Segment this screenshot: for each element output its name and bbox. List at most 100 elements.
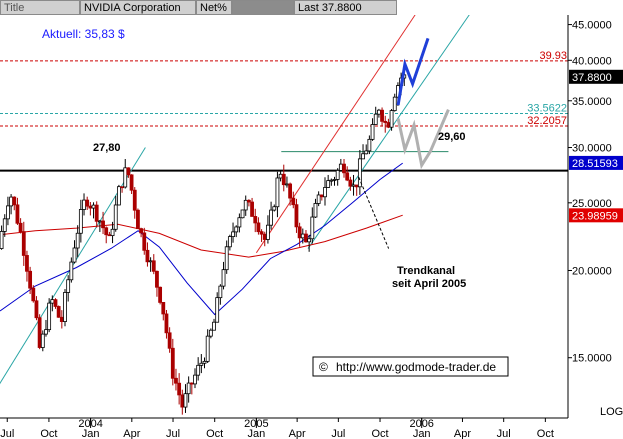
x-tick-label: Apr [289,428,306,439]
candle-body [37,317,42,348]
candle-body [215,297,220,323]
candle-body [56,306,61,318]
candle-body [307,238,312,243]
candle-body [304,233,308,243]
candle-body [126,167,131,176]
x-tick-label: Jul [0,428,14,439]
candle-body [164,313,169,334]
candle-body [174,377,178,384]
level-label: 33.5622 [527,102,567,114]
candle-body [218,285,223,299]
candle-body [167,332,172,349]
candle-body [326,180,331,188]
candle-body [345,172,350,181]
candle-body [15,204,20,224]
candle-body [47,302,52,331]
candle-body [44,329,48,335]
title-field[interactable]: Title [0,0,80,15]
candle-body [348,179,353,187]
moving-average-line [0,214,403,258]
candle-body [332,179,337,181]
candle-body [300,233,305,239]
level-label: 39.93 [539,50,567,62]
annotations: Aktuell: 35,83 $ 27,80 29,60 Trendkanalseit… [42,27,509,377]
candle-body [231,231,235,238]
value-box-label: 28.51593 [572,158,618,170]
candle-body [63,292,67,322]
candle-body [136,209,140,230]
candle-body [6,205,10,220]
candle-body [243,199,248,211]
trendline [0,147,146,385]
candlesticks [0,71,407,415]
candle-body [221,269,226,287]
candle-body [113,204,118,230]
candle-body [9,196,13,207]
candle-body [34,300,39,319]
candle-body [132,189,137,211]
candle-body [259,231,264,235]
candle-body [310,216,315,240]
candle-body [240,209,245,219]
moving-average-line [0,162,403,316]
candle-body [110,228,115,237]
y-tick-label: 40.0000 [572,55,612,67]
y-tick-label: 45.0000 [572,20,612,32]
candle-body [186,382,191,395]
candle-body [189,382,194,385]
y-tick-label: 35.0000 [572,96,612,108]
candle-body [196,364,201,376]
candle-body [101,220,105,229]
candle-body [199,362,204,366]
header-bar: Title NVIDIA Corporation Net% Last 37.88… [0,0,623,15]
candle-body [12,196,17,206]
trendkanal-label: Trendkanal [397,265,455,277]
net-percent-label: Net% [196,0,232,15]
candle-body [69,261,74,281]
candle-body [227,236,232,248]
x-tick-label: Apr [123,428,140,439]
candle-body [183,393,188,408]
value-box-label: 23.98959 [572,210,618,222]
y-tick-label: 15.0000 [572,353,612,365]
level-label: 32.2057 [527,115,567,127]
candle-body [253,216,258,224]
candle-body [335,170,340,180]
candle-body [75,232,80,249]
y-tick-label: 20.0000 [572,265,612,277]
candle-body [85,199,90,207]
y-tick-label: 25.0000 [572,198,612,210]
candle-body [151,260,156,272]
candle-body [161,302,166,315]
x-tick-label: Oct [40,428,57,439]
candle-body [256,222,261,233]
candle-body [278,173,283,179]
candle-body [342,163,346,174]
candle-body [53,299,58,307]
candle-body [59,316,64,322]
x-tick-label: Oct [371,428,388,439]
candle-body [294,204,299,228]
candle-body [40,333,45,348]
projection-bearish [396,109,450,170]
value-box-label: 37.8800 [572,72,612,84]
projections [396,37,450,170]
candle-body [170,347,175,379]
candle-body [316,194,321,204]
candle-body [275,177,280,208]
candle-body [250,201,254,217]
x-tick-label: Oct [206,428,223,439]
candle-body [361,153,365,160]
candle-body [123,167,128,188]
candle-body [18,222,23,233]
candle-body [329,179,334,182]
candle-body [116,186,121,206]
candle-body [25,255,29,272]
candle-body [177,382,182,396]
candle-body [389,110,394,128]
candle-body [386,122,391,128]
candle-body [237,217,242,228]
candle-body [392,96,397,111]
